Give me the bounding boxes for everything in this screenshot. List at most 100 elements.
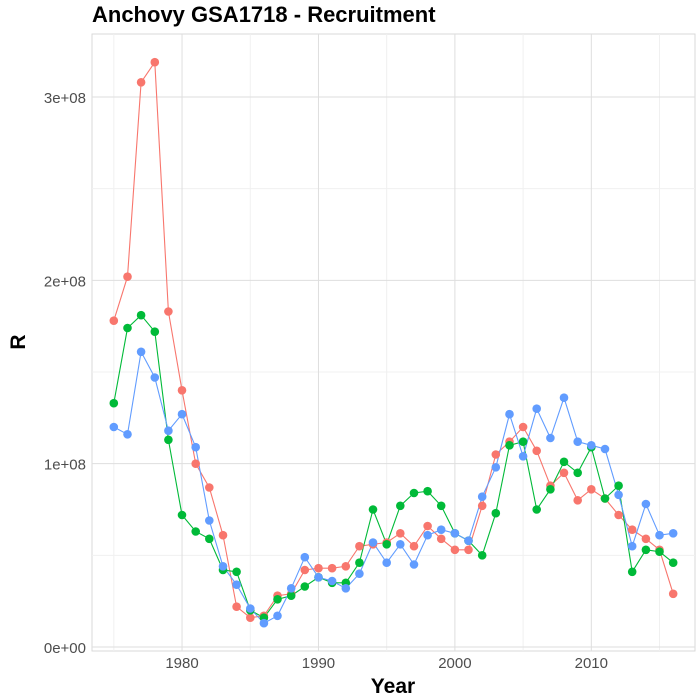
- series-3-point: [355, 569, 364, 578]
- series-3-point: [246, 604, 255, 613]
- tick-labels: 1980 1990 2000 2010 0e+00 1e+08 2e+08 3e+08: [44, 90, 608, 672]
- series-3-point: [546, 433, 555, 443]
- series-2-point: [436, 501, 446, 511]
- series-2-point: [136, 310, 146, 320]
- series-3-point: [300, 552, 310, 562]
- series-1-point: [300, 565, 310, 575]
- series-3-point: [600, 444, 610, 454]
- series-1-point: [246, 613, 255, 622]
- series-3-point: [191, 442, 200, 452]
- series-2-point: [559, 457, 569, 467]
- series-1-point: [355, 541, 364, 551]
- data-series: [109, 57, 678, 628]
- x-axis-title: Year: [371, 675, 415, 698]
- series-1-point: [314, 563, 323, 573]
- series-1-point: [559, 468, 569, 478]
- series-1-point: [464, 545, 473, 555]
- x-tick-label: 1980: [165, 655, 198, 672]
- series-2-point: [109, 398, 119, 408]
- series-1-point: [423, 521, 432, 531]
- series-3-point: [627, 541, 637, 551]
- series-2-point: [273, 595, 282, 604]
- series-1-point: [327, 563, 337, 573]
- series-3-point: [396, 540, 405, 549]
- series-2-point: [150, 327, 160, 337]
- plot-panel: [91, 33, 696, 652]
- y-tick-label: 0e+00: [44, 640, 86, 657]
- series-2-point: [600, 494, 610, 503]
- series-1-point: [205, 483, 214, 492]
- series-2-point: [300, 582, 310, 591]
- x-tick-label: 2010: [575, 655, 608, 672]
- series-3-point: [573, 437, 582, 447]
- series-3-point: [423, 530, 432, 540]
- series-1-point: [477, 501, 487, 511]
- series-2-point: [668, 558, 678, 567]
- series-3-point: [505, 409, 514, 419]
- series-1-point: [668, 589, 678, 599]
- x-tick-label: 1990: [302, 655, 335, 672]
- y-tick-label: 1e+08: [44, 457, 86, 474]
- series-3-point: [587, 441, 596, 450]
- series-3-point: [655, 530, 664, 540]
- series-3-point: [327, 576, 337, 586]
- series-2-point: [123, 323, 132, 333]
- series-1-point: [123, 272, 132, 282]
- series-2-point: [641, 545, 651, 555]
- series-3-point: [450, 529, 460, 538]
- series-1-point: [450, 545, 460, 555]
- series-2-point: [655, 547, 664, 556]
- series-3-point: [668, 529, 678, 538]
- series-1-point: [218, 530, 228, 540]
- series-1-point: [409, 541, 419, 551]
- series-3-point: [382, 558, 392, 567]
- series-2-point: [477, 551, 487, 560]
- series-2-point: [518, 437, 528, 447]
- series-2-point: [532, 505, 541, 514]
- series-3-point: [559, 393, 569, 403]
- series-1-point: [491, 450, 501, 459]
- series-3-point: [641, 499, 651, 509]
- series-2-point: [409, 488, 419, 498]
- series-3-point: [614, 490, 623, 500]
- series-1-point: [518, 422, 528, 432]
- series-3-point: [286, 584, 296, 593]
- y-tick-label: 2e+08: [44, 273, 86, 290]
- series-1-point: [341, 562, 351, 571]
- series-3-point: [123, 430, 132, 439]
- series-1-point: [177, 386, 187, 395]
- series-3-point: [464, 536, 473, 545]
- series-3-point: [232, 580, 241, 589]
- series-1-point: [532, 446, 541, 456]
- series-3-point: [409, 560, 419, 569]
- series-2-point: [205, 534, 214, 544]
- series-2-point: [573, 468, 582, 478]
- series-2-point: [614, 481, 623, 491]
- series-2-point: [368, 505, 378, 514]
- series-1-point: [587, 485, 596, 494]
- series-2-point: [382, 540, 392, 549]
- series-3-point: [259, 618, 269, 628]
- series-3-point: [477, 492, 487, 502]
- series-3-point: [273, 611, 282, 621]
- series-3-point: [436, 525, 446, 534]
- series-3-point: [368, 538, 378, 547]
- series-2-point: [423, 486, 432, 496]
- series-1-point: [232, 602, 241, 611]
- series-3-point: [532, 404, 541, 414]
- series-3-point: [177, 409, 187, 419]
- chart-title: Anchovy GSA1718 - Recruitment: [92, 2, 436, 27]
- series-1-point: [396, 529, 405, 538]
- series-3-point: [314, 573, 323, 582]
- series-2-point: [177, 510, 187, 520]
- series-2-point: [191, 527, 200, 536]
- series-1-point: [191, 459, 200, 469]
- series-2-point: [286, 591, 296, 600]
- series-2-point: [232, 567, 241, 577]
- y-tick-label: 3e+08: [44, 90, 86, 107]
- series-1-point: [136, 78, 146, 87]
- series-3-point: [164, 426, 173, 436]
- series-3-point: [218, 562, 228, 571]
- series-3-point: [341, 584, 351, 593]
- series-2-point: [396, 501, 405, 511]
